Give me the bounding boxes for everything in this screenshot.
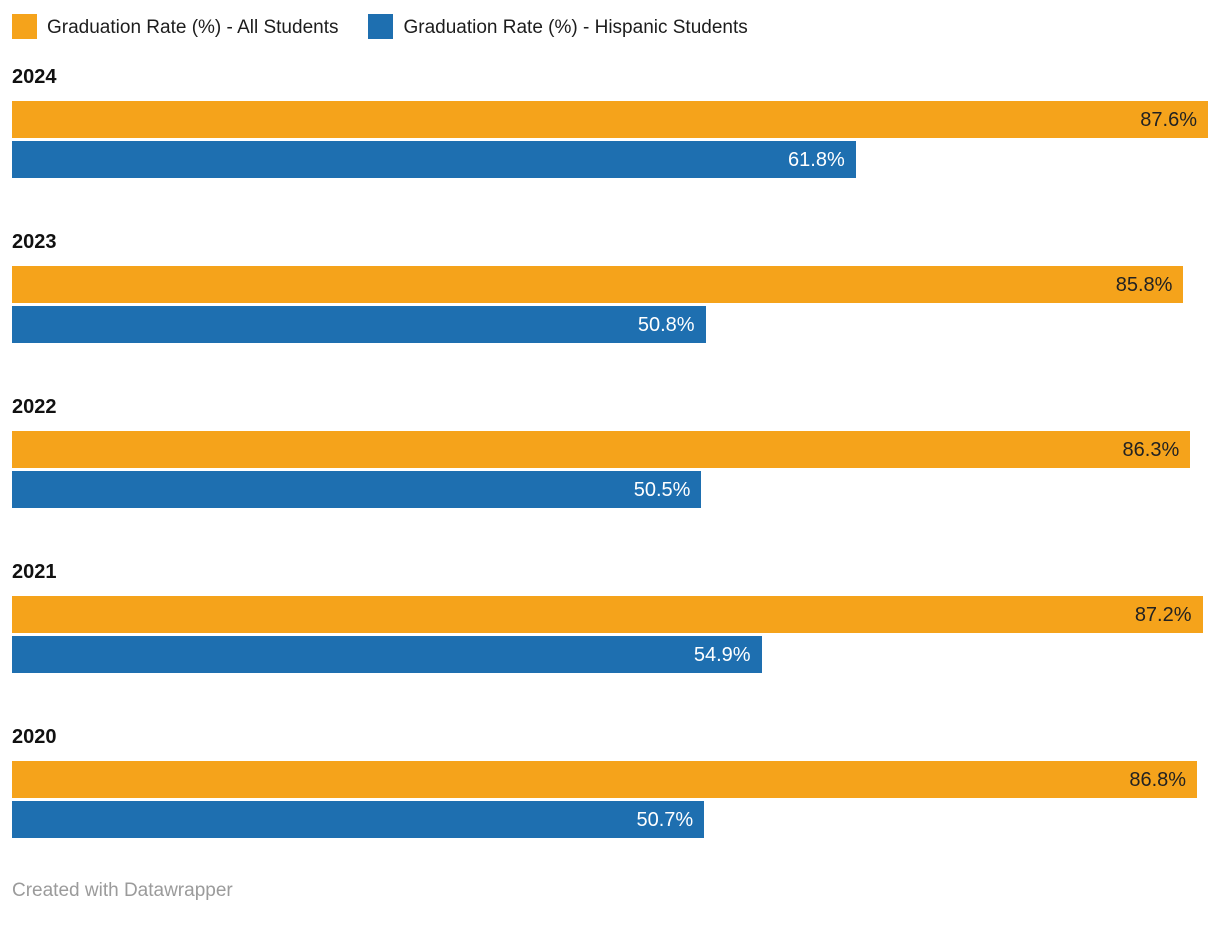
bar-group: 2023 85.8% 50.8% [12,230,1208,343]
bar-row: 87.2% [12,596,1208,633]
category-label: 2023 [12,231,57,253]
bar-value-label: 50.8% [637,313,695,336]
bar-row: 87.6% [12,101,1208,138]
bar-group: 2022 86.3% 50.5% [12,395,1208,508]
bar-value-label: 87.6% [1140,108,1197,131]
datawrapper-credit-link[interactable]: Created with Datawrapper [12,880,233,901]
bar-value-label: 87.2% [1134,603,1192,626]
bar-value-label: 86.3% [1122,438,1180,461]
legend-label: Graduation Rate (%) - Hispanic Students [403,17,748,38]
bar-row: 86.3% [12,431,1208,468]
category-label: 2022 [12,396,57,418]
bar-value-label: 50.7% [636,808,694,831]
bar[interactable]: 61.8% [12,141,856,178]
category-label: 2020 [12,726,57,748]
category-label: 2021 [12,561,57,583]
bar[interactable]: 86.8% [12,761,1198,798]
bar-row: 86.8% [12,761,1208,798]
bar-group: 2020 86.8% 50.7% [12,725,1208,838]
bar-row: 85.8% [12,266,1208,303]
legend: Graduation Rate (%) - All Students Gradu… [0,0,1220,39]
bar-group: 2021 87.2% 54.9% [12,560,1208,673]
category-label: 2024 [12,66,57,88]
bar-group: 2024 87.6% 61.8% [12,65,1208,178]
legend-swatch [12,14,37,39]
bar-value-label: 54.9% [693,643,751,666]
bar-row: 61.8% [12,141,1208,178]
bar[interactable]: 85.8% [12,266,1184,303]
legend-label: Graduation Rate (%) - All Students [47,17,339,38]
bar-row: 50.5% [12,471,1208,508]
bar-value-label: 50.5% [633,478,691,501]
legend-item-all-students: Graduation Rate (%) - All Students [12,14,338,39]
bar-row: 50.8% [12,306,1208,343]
bar[interactable]: 50.5% [12,471,702,508]
chart: 2024 87.6% 61.8% 2023 85.8% 50.8% 2022 86.3% 50.… [0,39,1220,838]
footer: Created with Datawrapper [0,880,1220,902]
bar-row: 50.7% [12,801,1208,838]
legend-item-hispanic-students: Graduation Rate (%) - Hispanic Students [368,14,748,39]
bar[interactable]: 50.7% [12,801,705,838]
bar-value-label: 85.8% [1115,273,1173,296]
bar[interactable]: 86.3% [12,431,1191,468]
bar[interactable]: 87.2% [12,596,1203,633]
bar[interactable]: 54.9% [12,636,762,673]
legend-swatch [368,14,394,39]
bar-row: 54.9% [12,636,1208,673]
bar[interactable]: 50.8% [12,306,706,343]
bar-value-label: 61.8% [788,148,845,171]
bar-value-label: 86.8% [1129,768,1187,791]
bar[interactable]: 87.6% [12,101,1208,138]
